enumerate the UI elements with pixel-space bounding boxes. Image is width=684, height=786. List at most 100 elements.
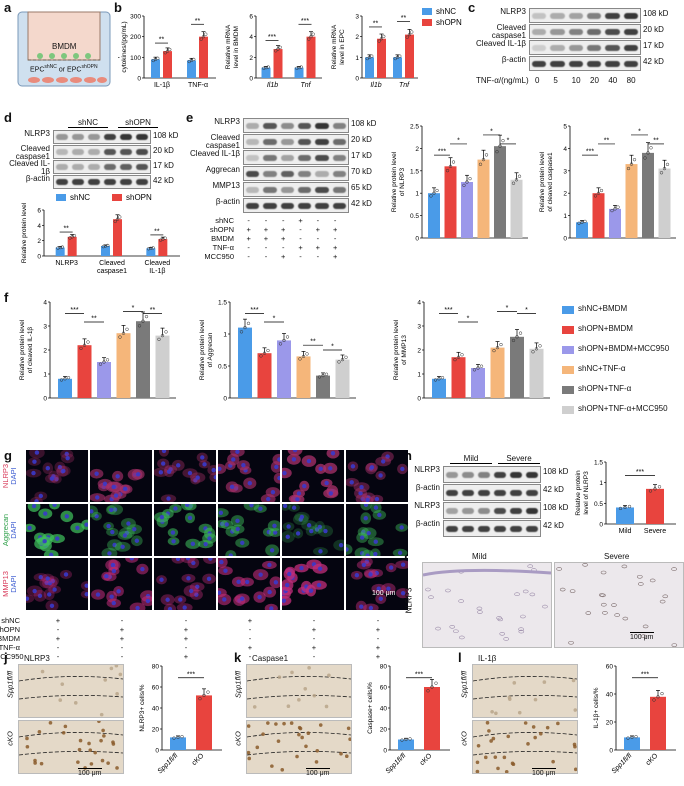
treatment-label: TNF-α [212,243,234,252]
nucleus [369,465,375,470]
cell-signal [282,595,292,606]
treatment-sign: + [375,652,381,661]
epc-sup-1: shNC [44,64,57,70]
significance-mark: * [273,315,276,322]
significance-mark: ** [154,228,160,235]
nucleus [178,597,183,602]
nucleus [358,491,363,496]
blot-band [120,179,132,185]
nucleus [365,553,370,556]
micrograph-image [282,504,344,556]
nucleus [61,468,66,474]
nucleus [42,538,47,544]
blot-band [332,202,346,209]
ihc-texture [472,676,578,716]
nucleus [270,489,276,495]
cell-lacuna [428,595,434,600]
blot-kda-label: 42 kD [643,57,664,66]
y-tick-label: 0 [249,76,253,83]
micrograph-image [218,558,280,610]
panel-e-blot: NLRP3 108 kD Cleaved caspase1 20 kD Cleaved … [188,118,388,288]
legend-label: shOPN+TNF-α+MCC950 [578,404,668,413]
stained-cell [312,693,317,698]
data-point [626,736,630,740]
data-point [481,157,486,162]
blot-row-label: Cleaved IL-1β [190,149,240,158]
y-tick-label: 0 [137,76,141,83]
micrograph-image [282,559,328,606]
cell-signal [125,558,139,563]
blot-band [494,471,506,478]
blot-kda-label: 108 kD [153,131,179,140]
data-point [239,330,244,334]
data-point [657,485,662,489]
y-tick-label: 0 [43,396,47,403]
stained-cell [93,750,97,755]
data-point [626,166,631,171]
nucleus [223,568,228,573]
micrograph-tile [282,504,344,556]
nucleus [34,499,39,502]
blot-band [315,122,329,129]
ihc-image [18,663,124,718]
tissue-edge [422,568,552,577]
bar [196,695,212,750]
nucleus [359,535,365,540]
ihc-image [472,720,578,774]
blot-band [478,471,490,478]
data-point [437,377,441,381]
significance-mark: *** [250,307,258,314]
nucleus [386,586,391,591]
stained-cell [115,766,119,770]
data-point [434,681,438,685]
y-axis-label: Relative protein level [539,151,546,212]
stained-cell [97,719,101,724]
nucleus [240,596,245,601]
bar [58,378,72,398]
stained-cell [99,712,104,717]
data-point [198,697,202,701]
bar [461,182,473,238]
nucleus [269,606,274,610]
nucleus [317,524,323,530]
treatment-label: BMDM [211,234,234,243]
ihc-column-label: Severe [604,552,630,561]
data-point [646,151,650,155]
y-tick-label: 5 [563,124,567,131]
y-tick-label: 6 [249,14,253,21]
nucleus [266,496,271,502]
y-tick-label: 4 [563,146,567,153]
micrograph-image [26,450,75,502]
data-point [656,695,660,699]
stained-cell [114,663,119,668]
bar [510,336,524,398]
cell-lacuna [518,627,524,632]
stained-cell [111,740,115,744]
genotype-label: cKO [233,731,243,746]
treatment-sign: + [298,243,303,252]
significance-mark: ** [159,37,165,44]
blot-row-label: NLRP3 [24,129,50,138]
cell-signal [346,544,353,555]
treatment-sign: - [264,216,268,225]
data-point [577,221,581,225]
bar [650,696,666,750]
nucleus [373,539,378,544]
data-point [86,340,90,344]
panel-d-blot: shNC shOPN NLRP3 108 kD Cleaved caspase1 20 k… [6,118,182,192]
panel-letter-l: l [458,650,462,665]
cell-lacuna [522,589,529,594]
stained-cell [39,761,44,766]
y-tick-label: 1.5 [410,168,419,175]
y-tick-label: 2 [355,34,359,41]
panel-e-chart-nlrp3: 0 0.5 1 1.5 2 2.5 Relative protein level of NLR… [391,124,528,243]
nucleus [112,542,117,548]
data-point [276,47,280,51]
cell-lacuna [449,624,456,629]
blot-kda-label: 17 kD [153,161,174,170]
nucleus [65,456,70,461]
nucleus [359,484,364,490]
epc-label: EPCshNC or EPCshOPN [30,64,98,73]
